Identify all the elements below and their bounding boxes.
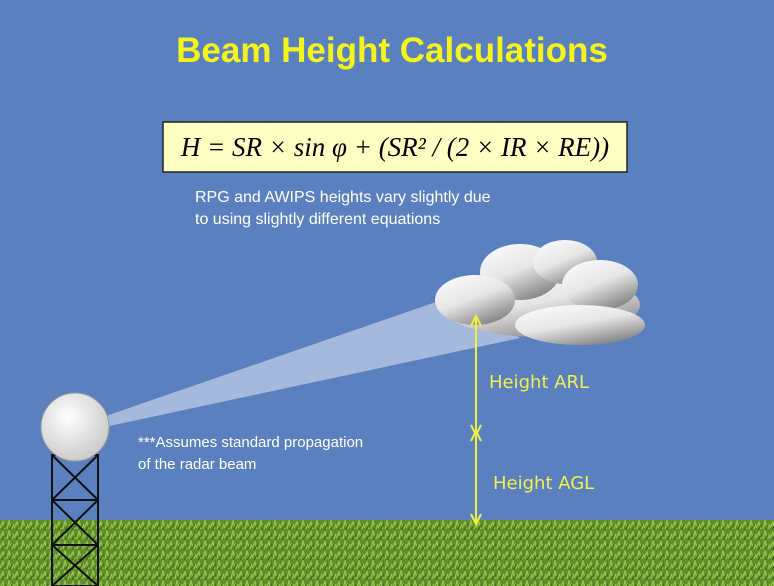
grass <box>0 520 774 586</box>
height-arl-label: Height ARL <box>489 372 589 393</box>
note-line: RPG and AWIPS heights vary slightly due <box>195 189 491 206</box>
radar-beam <box>100 292 520 428</box>
height-agl-label: Height AGL <box>493 473 594 494</box>
note-line: to using slightly different equations <box>195 211 440 228</box>
equation-box <box>162 121 628 173</box>
height-arrows <box>470 313 482 527</box>
radar-dome <box>40 392 110 462</box>
assumption-line: ***Assumes standard propagation <box>138 434 363 451</box>
cloud <box>435 240 645 345</box>
assumption-line: of the radar beam <box>138 456 256 473</box>
title: Beam Height Calculations <box>176 31 608 70</box>
equation: H = SR × sin φ + (SR² / (2 × IR × RE)) <box>180 132 609 162</box>
